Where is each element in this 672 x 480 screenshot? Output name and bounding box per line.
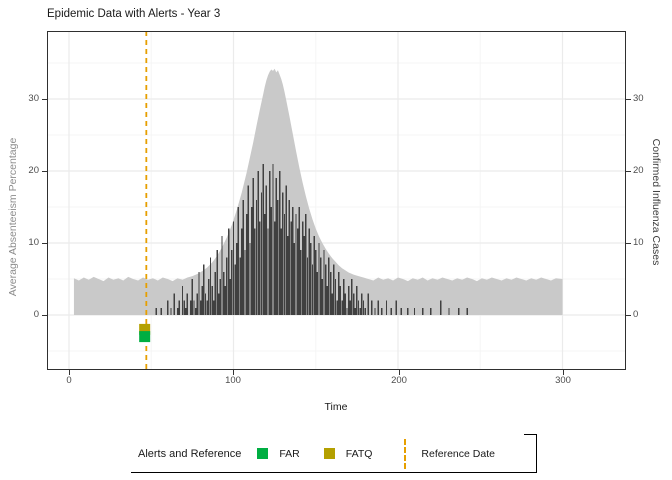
y-right-tickmark [626,315,631,316]
x-axis-title: Time [324,401,348,413]
x-tick-0: 0 [66,375,72,386]
left-axis-title: Average Absenteeism Percentage [7,137,19,297]
y-right-tick-30: 30 [633,93,644,104]
x-tick-200: 200 [391,375,407,386]
y-left-tick-20: 20 [28,165,39,176]
plot-panel [47,31,626,370]
y-left-tickmark [42,243,47,244]
x-tickmark [233,370,234,375]
legend-key-fatq: FATQ [323,447,385,460]
y-left-tickmark [42,315,47,316]
y-right-tickmark [626,243,631,244]
legend-key-reference-date: Reference Date [396,438,495,469]
legend-label-reference-date: Reference Date [421,447,495,460]
x-tick-100: 100 [225,375,241,386]
y-left-tickmark [42,99,47,100]
y-right-tickmark [626,99,631,100]
y-right-tick-20: 20 [633,165,644,176]
legend-key-far: FAR [257,448,311,460]
chart-title: Epidemic Data with Alerts - Year 3 [47,8,221,20]
y-left-tick-30: 30 [28,93,39,104]
legend-label-far: FAR [279,447,300,460]
fatq-swatch-icon [323,448,335,459]
y-right-tick-0: 0 [633,309,639,320]
x-tickmark [563,370,564,375]
y-left-tickmark [42,171,47,172]
y-left-tick-10: 10 [28,237,39,248]
legend-title: Alerts and Reference [138,447,242,460]
y-right-tick-10: 10 [633,237,644,248]
legend: Alerts and Reference FAR FATQ Reference … [131,434,537,473]
far-swatch-icon [257,448,269,459]
chart-canvas [47,31,626,370]
legend-border-nub [524,434,537,435]
x-tickmark [69,370,70,375]
x-tickmark [399,370,400,375]
x-tick-300: 300 [555,375,571,386]
legend-label-fatq: FATQ [345,447,373,460]
y-right-tickmark [626,171,631,172]
dashed-line-icon [404,438,407,469]
y-left-tick-0: 0 [33,309,39,320]
